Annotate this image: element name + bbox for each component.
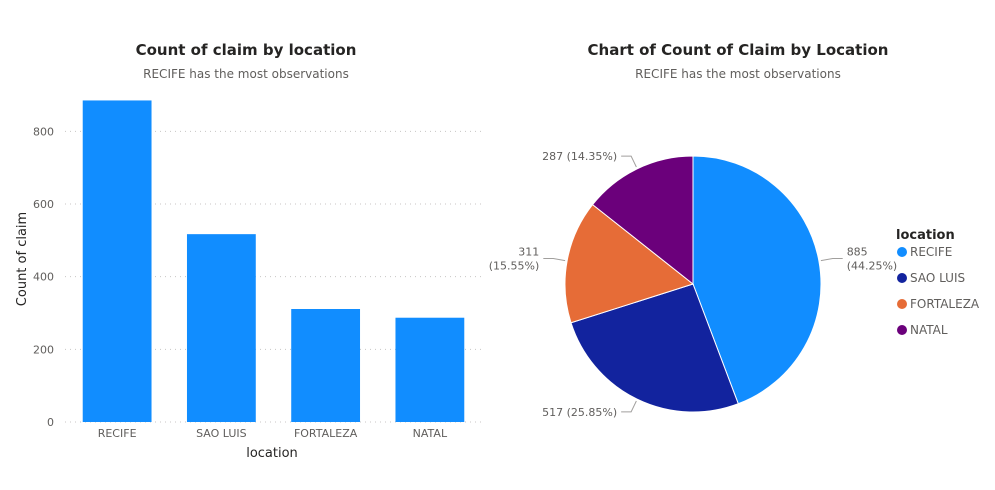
legend-item-natal[interactable]: NATAL	[910, 323, 948, 337]
bar-recife[interactable]	[82, 100, 152, 422]
bar-chart-x-axis-title: location	[246, 446, 298, 461]
bar-fortaleza[interactable]	[291, 309, 361, 422]
pie-slice-recife[interactable]	[692, 155, 822, 405]
bar-sao-luis[interactable]	[186, 234, 256, 422]
bar-chart[interactable]: Count of claim by location RECIFE has th…	[15, 41, 482, 461]
pie-chart-slices[interactable]	[564, 155, 822, 413]
pie-chart-subtitle: RECIFE has the most observations	[635, 67, 841, 81]
bar-chart-y-ticks: 0 200 400 600 800	[33, 125, 54, 429]
y-tick-label: 600	[33, 198, 54, 211]
legend-marker-recife	[897, 247, 907, 257]
leader-line	[543, 257, 566, 262]
pie-slice-fortaleza[interactable]	[564, 203, 695, 324]
leader-line	[621, 400, 637, 413]
legend-title: location	[896, 228, 955, 243]
leader-line	[820, 257, 843, 262]
pie-data-label-recife: 885 (44.25%)	[847, 245, 898, 272]
y-tick-label: 200	[33, 343, 54, 356]
bar-chart-subtitle: RECIFE has the most observations	[143, 67, 349, 81]
legend-item-sao-luis[interactable]: SAO LUIS	[910, 271, 965, 285]
legend-marker-sao-luis	[897, 273, 907, 283]
pie-data-label-sao-luis: 517 (25.85%)	[542, 406, 617, 419]
pie-data-label-fortaleza: 311 (15.55%)	[489, 245, 540, 272]
legend-marker-fortaleza	[897, 299, 907, 309]
legend-item-fortaleza[interactable]: FORTALEZA	[910, 297, 980, 311]
leader-line	[621, 155, 637, 168]
pie-slice-natal[interactable]	[591, 155, 694, 286]
y-tick-label: 800	[33, 125, 54, 138]
bar-chart-bars[interactable]	[82, 100, 465, 422]
pie-chart[interactable]: Chart of Count of Claim by Location RECI…	[489, 41, 980, 419]
bar-chart-x-ticks: RECIFE SAO LUIS FORTALEZA NATAL	[98, 427, 448, 440]
bar-chart-y-axis-title: Count of claim	[15, 212, 30, 306]
x-tick-label: SAO LUIS	[196, 427, 247, 440]
legend-item-recife[interactable]: RECIFE	[910, 245, 952, 259]
y-tick-label: 400	[33, 271, 54, 284]
x-tick-label: NATAL	[413, 427, 448, 440]
pie-chart-data-labels: 885 (44.25%) 517 (25.85%) 311 (15.55%) 287 (1…	[489, 150, 897, 419]
bar-natal[interactable]	[395, 317, 465, 422]
x-tick-label: RECIFE	[98, 427, 137, 440]
legend-marker-natal	[897, 325, 907, 335]
y-tick-label: 0	[47, 416, 54, 429]
pie-data-label-natal: 287 (14.35%)	[542, 150, 617, 163]
pie-slice-sao-luis[interactable]	[570, 283, 739, 413]
pie-chart-legend[interactable]: location RECIFE SAO LUIS FORTALEZA NATAL	[896, 228, 980, 337]
x-tick-label: FORTALEZA	[294, 427, 358, 440]
pie-chart-title: Chart of Count of Claim by Location	[588, 41, 889, 59]
bar-chart-title: Count of claim by location	[136, 41, 357, 59]
